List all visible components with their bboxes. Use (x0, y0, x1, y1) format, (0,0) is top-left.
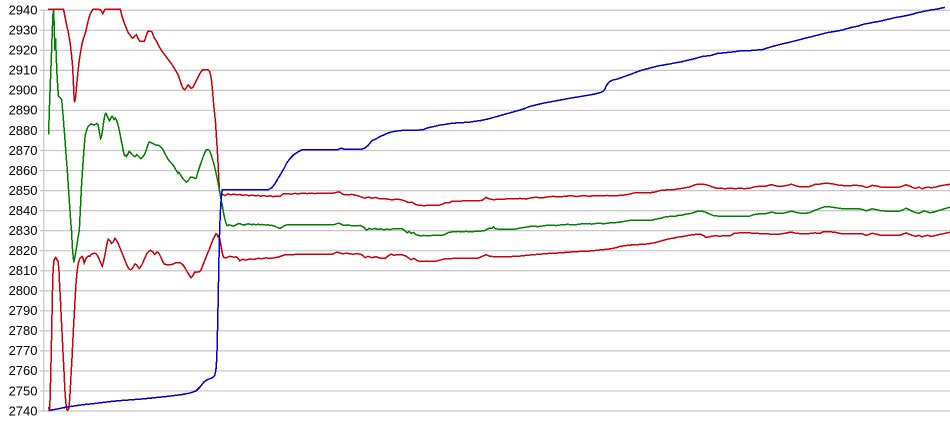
svg-text:2750: 2750 (9, 383, 38, 398)
svg-text:2890: 2890 (9, 103, 38, 118)
svg-text:2940: 2940 (9, 3, 38, 18)
svg-text:2790: 2790 (9, 303, 38, 318)
svg-text:2880: 2880 (9, 123, 38, 138)
svg-text:2740: 2740 (9, 403, 38, 418)
svg-text:2830: 2830 (9, 223, 38, 238)
svg-text:2860: 2860 (9, 163, 38, 178)
svg-text:2900: 2900 (9, 83, 38, 98)
svg-text:2770: 2770 (9, 343, 38, 358)
svg-text:2840: 2840 (9, 203, 38, 218)
svg-text:2910: 2910 (9, 63, 38, 78)
svg-text:2800: 2800 (9, 283, 38, 298)
svg-text:2850: 2850 (9, 183, 38, 198)
svg-text:2870: 2870 (9, 143, 38, 158)
svg-text:2930: 2930 (9, 23, 38, 38)
svg-text:2780: 2780 (9, 323, 38, 338)
svg-text:2760: 2760 (9, 363, 38, 378)
svg-text:2820: 2820 (9, 243, 38, 258)
svg-text:2810: 2810 (9, 263, 38, 278)
svg-text:2920: 2920 (9, 43, 38, 58)
